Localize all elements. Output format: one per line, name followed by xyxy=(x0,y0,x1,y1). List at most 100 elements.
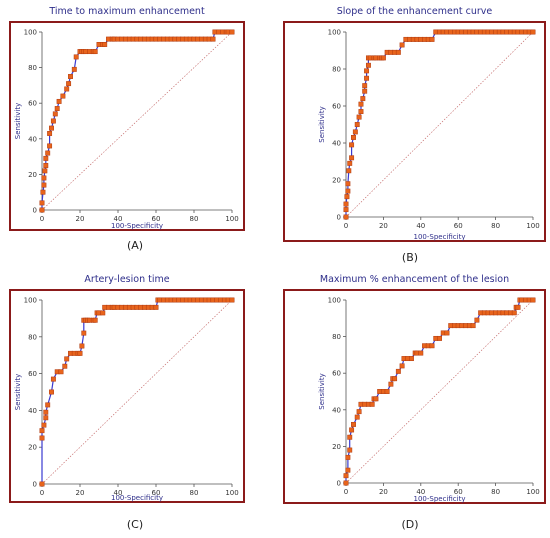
y-tick-label-b: 40 xyxy=(332,140,341,148)
roc-point-b xyxy=(352,129,358,135)
roc-point-b xyxy=(343,201,349,207)
chart-title-d: Maximum % enhancement of the lesion xyxy=(320,274,509,285)
y-axis-label-a: Sensitivity xyxy=(14,103,22,139)
x-tick-label-b: 20 xyxy=(379,222,388,230)
roc-point-b xyxy=(344,194,350,200)
x-tick-label-a: 100 xyxy=(225,215,238,223)
roc-point-a xyxy=(45,150,51,156)
x-tick-label-c: 40 xyxy=(114,489,123,497)
roc-point-c xyxy=(92,317,98,323)
x-tick-label-b: 40 xyxy=(416,222,425,230)
roc-point-d xyxy=(369,401,375,407)
roc-point-d xyxy=(395,368,401,374)
x-axis-label-c: 100-Specificity xyxy=(111,494,163,502)
x-tick-label-a: 20 xyxy=(76,215,85,223)
x-tick-label-b: 100 xyxy=(526,222,539,230)
roc-point-d xyxy=(351,421,356,427)
roc-point-a xyxy=(66,81,72,87)
roc-point-d xyxy=(515,304,521,310)
roc-point-c xyxy=(81,330,87,336)
roc-point-c xyxy=(100,310,106,316)
roc-point-a xyxy=(43,163,49,168)
roc-point-a xyxy=(210,36,216,42)
roc-point-c xyxy=(77,350,83,356)
y-tick-label-a: 40 xyxy=(28,135,37,143)
panel-a: Time to maximum enhancement 0 20 40 60 80 100 0… xyxy=(9,6,245,231)
x-tick-label-d: 0 xyxy=(344,488,348,496)
roc-point-b xyxy=(380,55,386,61)
y-tick-label-a: 0 xyxy=(33,207,37,215)
x-tick-label-b: 0 xyxy=(344,222,348,230)
roc-point-d xyxy=(343,473,349,479)
y-tick-label-c: 40 xyxy=(28,407,37,415)
x-tick-label-a: 80 xyxy=(190,215,199,223)
roc-point-d xyxy=(511,310,517,316)
panel-c: Artery-lesion time 0 20 40 60 80 100 0 20 40 60 80 1… xyxy=(9,274,245,503)
roc-point-b xyxy=(365,62,371,68)
x-axis-label-a: 100-Specificity xyxy=(111,222,163,230)
y-tick-label-b: 0 xyxy=(337,214,341,222)
roc-point-d xyxy=(474,317,480,323)
plot-frame-a xyxy=(9,21,245,231)
y-axis-label-b: Sensitivity xyxy=(318,106,326,142)
roc-point-d xyxy=(347,434,353,440)
roc-point-b xyxy=(429,36,435,42)
roc-point-c xyxy=(58,369,64,375)
roc-point-b xyxy=(349,155,355,161)
roc-point-a xyxy=(39,200,45,206)
y-axis-label-c: Sensitivity xyxy=(14,374,22,410)
x-tick-label-c: 0 xyxy=(40,489,44,497)
roc-point-b xyxy=(360,96,366,102)
y-tick-label-d: 60 xyxy=(332,370,341,378)
y-tick-label-d: 20 xyxy=(332,443,341,451)
y-tick-label-b: 60 xyxy=(332,103,341,111)
roc-point-b xyxy=(358,101,364,107)
roc-point-d xyxy=(392,376,398,382)
y-tick-label-c: 100 xyxy=(24,297,37,305)
roc-point-c xyxy=(79,343,85,349)
roc-point-b xyxy=(399,42,405,48)
roc-point-b xyxy=(343,214,349,220)
roc-point-a xyxy=(49,125,54,131)
roc-point-b xyxy=(364,75,370,81)
roc-point-d xyxy=(409,356,414,362)
roc-point-d xyxy=(418,350,424,356)
chart-title-a: Time to maximum enhancement xyxy=(48,6,205,17)
x-tick-label-c: 80 xyxy=(190,489,199,497)
roc-point-c xyxy=(153,304,159,310)
panel-b-caption: (B) xyxy=(401,251,419,264)
roc-point-a xyxy=(73,54,79,60)
chance-diagonal-c xyxy=(41,299,233,485)
roc-point-c xyxy=(43,415,49,421)
roc-point-a xyxy=(56,98,62,104)
roc-point-d xyxy=(388,381,394,387)
roc-point-d xyxy=(399,363,405,369)
panel-d-caption: (D) xyxy=(401,518,419,531)
roc-point-d xyxy=(345,467,351,473)
plot-frame-c xyxy=(9,289,245,503)
roc-point-b xyxy=(343,207,349,213)
roc-point-c xyxy=(39,428,45,434)
y-axis-label-d: Sensitivity xyxy=(318,373,326,409)
roc-point-a xyxy=(54,106,60,111)
chance-diagonal-b xyxy=(345,31,534,218)
roc-point-d xyxy=(384,389,390,394)
roc-point-c xyxy=(49,389,54,395)
y-tick-label-d: 100 xyxy=(328,297,341,305)
y-tick-label-c: 0 xyxy=(33,481,37,489)
y-tick-label-b: 20 xyxy=(332,177,341,185)
roc-point-b xyxy=(351,135,356,140)
y-tick-label-d: 80 xyxy=(332,333,341,341)
x-tick-label-c: 100 xyxy=(225,489,238,497)
roc-point-a xyxy=(68,74,73,79)
y-tick-label-c: 60 xyxy=(28,370,37,378)
y-tick-label-d: 0 xyxy=(337,480,341,488)
y-tick-label-c: 20 xyxy=(28,444,37,452)
roc-point-b xyxy=(345,188,351,194)
chart-title-c: Artery-lesion time xyxy=(84,274,169,285)
panel-a-caption: (A) xyxy=(126,239,144,252)
chance-diagonal-a xyxy=(41,31,233,211)
roc-point-a xyxy=(39,207,45,213)
y-tick-label-a: 20 xyxy=(28,171,37,179)
